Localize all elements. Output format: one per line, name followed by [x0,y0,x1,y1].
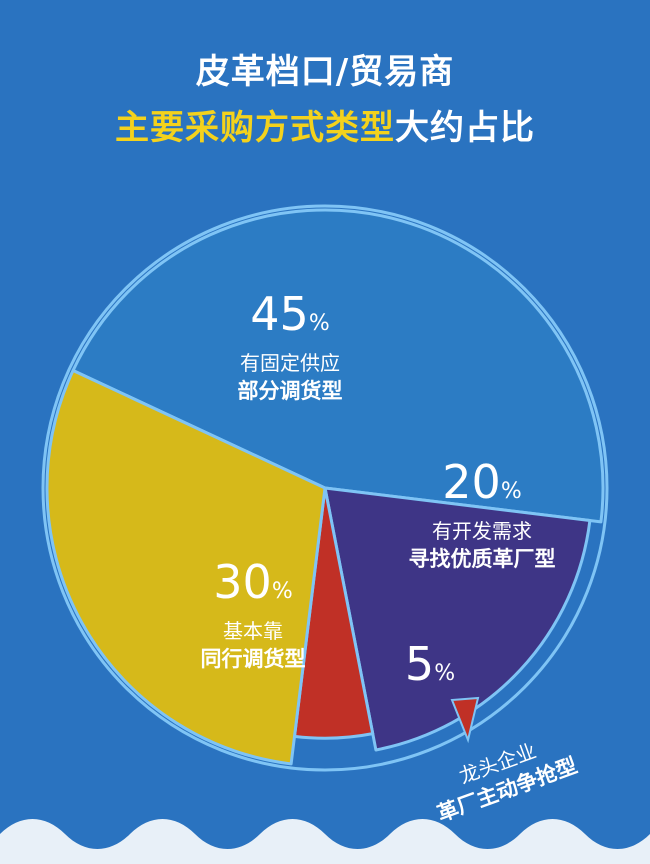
wave-decoration [0,819,650,864]
sector-develop-demand [323,486,592,752]
sector-fixed-supply [71,208,605,524]
value-label: 30% [213,555,292,609]
category-line2: 部分调货型 [238,379,343,403]
value-label: 5% [405,637,455,691]
category-line1: 基本靠 [223,619,283,643]
category-line1: 有固定供应 [240,351,340,375]
title-highlight: 主要采购方式类型 [115,108,395,148]
value-label: 20% [442,455,521,509]
title-rest: 大约占比 [395,108,535,148]
pointer-notch [450,696,480,744]
value-label: 45% [250,287,329,341]
title-line2: 主要采购方式类型大约占比 [0,100,650,149]
sector-peer-transfer [45,369,327,766]
category-line1: 有开发需求 [432,519,532,543]
title-line1: 皮革档口/贸易商 [195,52,455,92]
category-line2: 寻找优质革厂型 [409,547,556,571]
category-line2: 同行调货型 [201,647,306,671]
pie-outline [41,204,609,772]
